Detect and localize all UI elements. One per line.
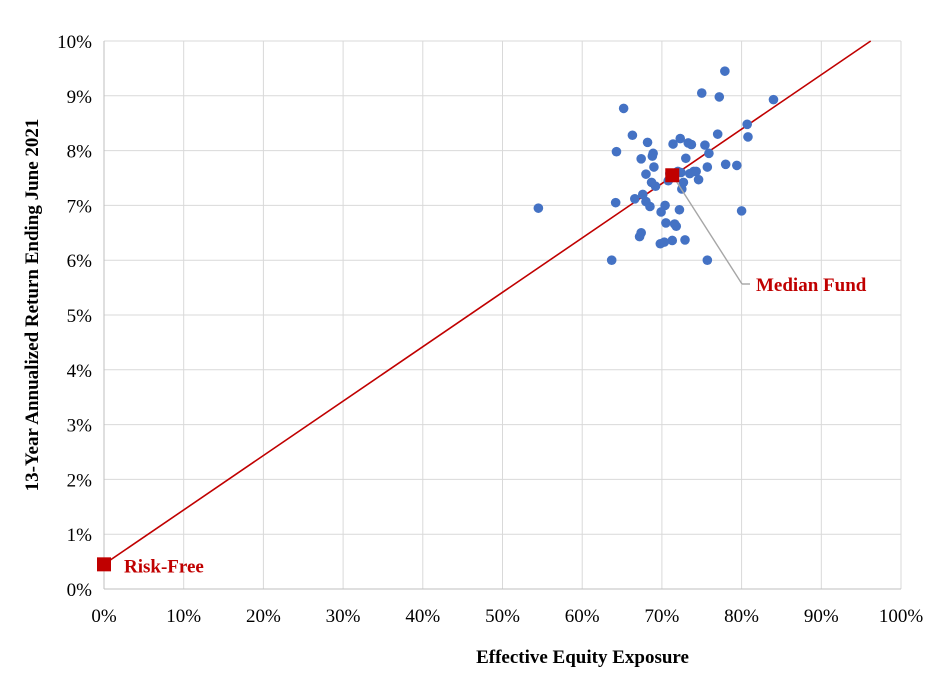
fund-point	[659, 237, 670, 247]
fund-point	[714, 92, 725, 102]
fund-point	[712, 129, 723, 139]
fund-point	[611, 146, 622, 157]
fund-point	[736, 206, 747, 216]
fund-point	[675, 133, 686, 144]
fund-point	[636, 154, 646, 164]
capital-market-line	[103, 40, 872, 566]
risk-free-label: Risk-Free	[124, 556, 204, 577]
x-tick-label: 50%	[485, 606, 520, 627]
fund-point	[668, 139, 678, 149]
y-tick-label: 9%	[67, 87, 93, 108]
x-tick-label: 60%	[565, 606, 600, 627]
fund-point	[649, 162, 659, 172]
gridlines	[104, 40, 902, 589]
fund-point	[630, 194, 640, 204]
fund-point	[650, 181, 661, 192]
fund-point	[678, 177, 689, 188]
x-axis-title: Effective Equity Exposure	[476, 647, 689, 668]
y-tick-label: 0%	[67, 580, 93, 601]
fund-point	[606, 255, 617, 265]
fund-point	[696, 88, 707, 98]
median-fund-leader-line	[675, 180, 743, 285]
fund-point	[680, 235, 690, 245]
y-tick-label: 8%	[67, 142, 93, 163]
fund-point	[742, 119, 752, 130]
y-tick-label: 3%	[67, 416, 93, 437]
fund-point	[660, 200, 670, 211]
x-tick-label: 0%	[91, 606, 117, 627]
fund-point	[686, 139, 697, 150]
y-tick-label: 1%	[67, 525, 93, 546]
y-tick-label: 7%	[67, 196, 93, 217]
fund-point	[667, 235, 678, 246]
y-tick-label: 5%	[67, 306, 93, 327]
fund-point	[645, 201, 655, 212]
fund-point	[743, 132, 753, 142]
fund-point	[768, 94, 779, 105]
y-tick-label: 4%	[67, 361, 93, 382]
axes	[103, 41, 901, 590]
median-fund-marker	[665, 168, 680, 183]
x-tick-label: 100%	[879, 606, 924, 627]
x-axis-tick-labels: 0% 10% 20% 30% 40% 50% 60% 70% 80% 90% 100%	[91, 606, 923, 627]
x-tick-label: 20%	[246, 606, 281, 627]
y-axis-title: 13-Year Annualized Return Ending June 20…	[22, 119, 43, 492]
fund-point	[618, 103, 629, 114]
fund-point	[702, 162, 713, 172]
fund-point	[681, 153, 691, 164]
x-tick-label: 70%	[644, 606, 679, 627]
x-tick-label: 90%	[804, 606, 839, 627]
fund-point	[700, 140, 710, 150]
fund-point	[671, 221, 682, 232]
fund-point	[732, 160, 742, 171]
fund-point	[691, 166, 701, 177]
fund-point	[704, 148, 714, 159]
fund-point	[610, 197, 621, 208]
fund-point	[636, 228, 646, 238]
fund-point	[648, 148, 658, 159]
fund-point	[720, 66, 730, 76]
fund-point	[533, 203, 544, 213]
fund-point	[661, 218, 671, 228]
y-tick-label: 6%	[67, 251, 93, 272]
x-tick-label: 30%	[326, 606, 361, 627]
x-tick-label: 40%	[405, 606, 440, 627]
x-tick-label: 80%	[724, 606, 759, 627]
y-axis-tick-labels: 0% 1% 2% 3% 4% 5% 6% 7% 8% 9% 10%	[57, 32, 92, 601]
fund-point	[627, 130, 638, 141]
median-fund-label: Median Fund	[756, 275, 867, 296]
annotations: Risk-Free Median Fund	[97, 168, 867, 577]
fund-point	[702, 255, 713, 265]
fund-point	[720, 159, 731, 170]
fund-point	[674, 204, 685, 215]
y-tick-label: 10%	[57, 32, 92, 53]
fund-point	[642, 137, 653, 148]
trend-line-layer	[103, 40, 872, 566]
fund-point	[641, 169, 651, 179]
risk-free-marker	[97, 557, 111, 572]
y-tick-label: 2%	[67, 470, 93, 491]
x-tick-label: 10%	[166, 606, 201, 627]
fund-point	[693, 174, 704, 185]
fund-points	[533, 66, 779, 265]
